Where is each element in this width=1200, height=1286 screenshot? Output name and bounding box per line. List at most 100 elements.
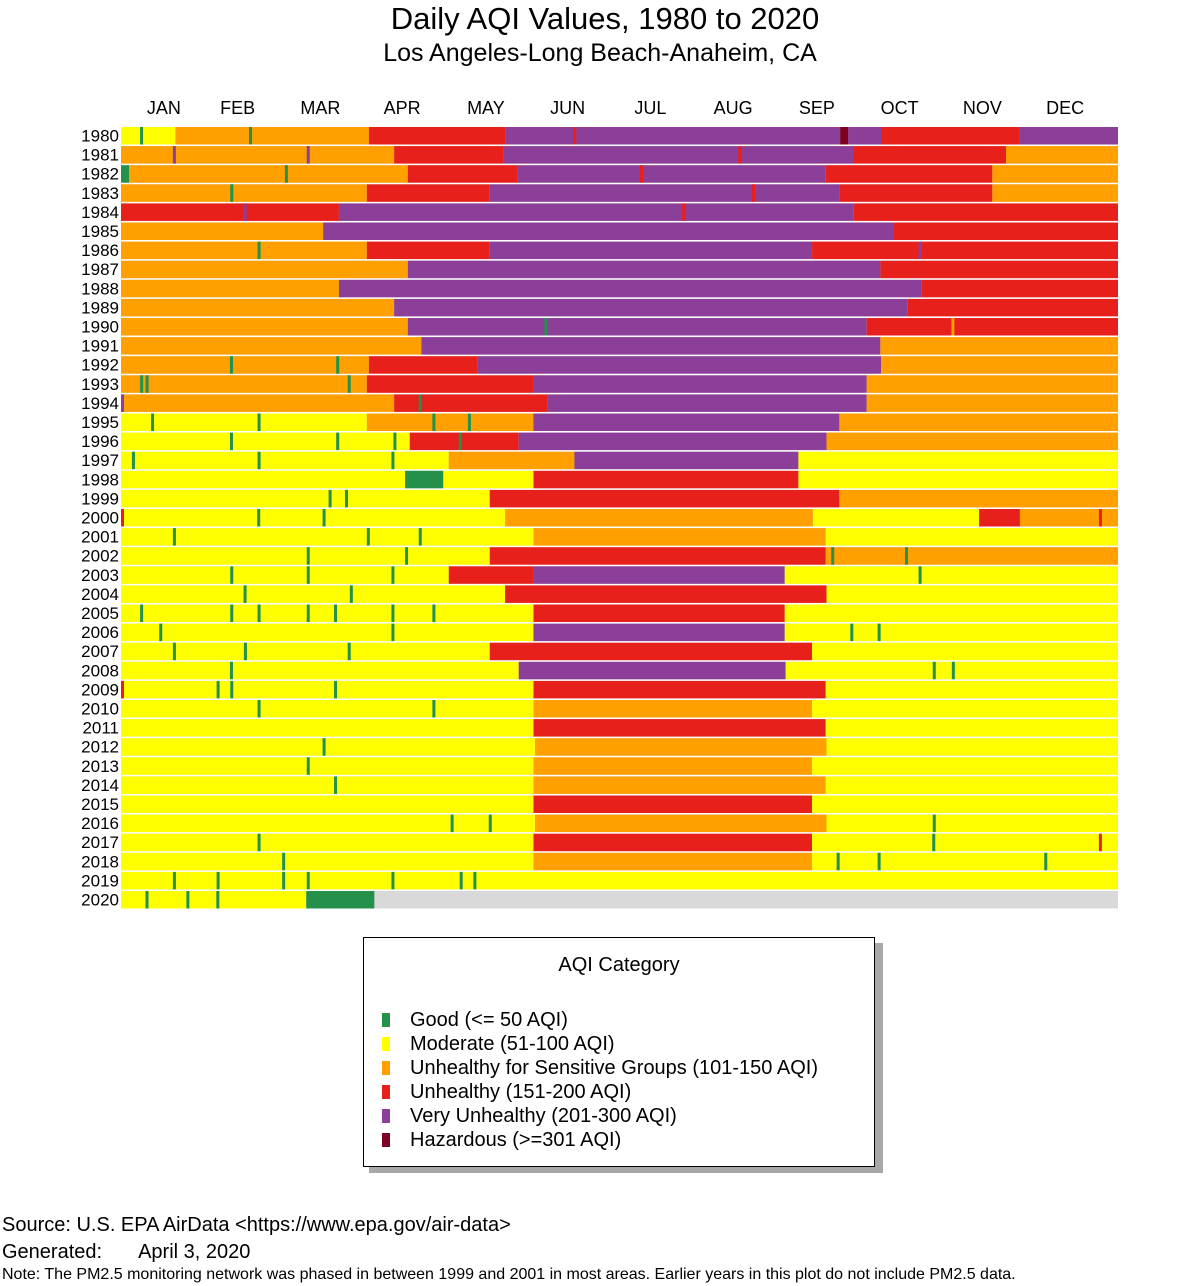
aqi-segment-2010-0 (121, 700, 534, 718)
aqi-segment-1994-1 (394, 394, 548, 412)
year-label-2019: 2019 (81, 871, 119, 890)
aqi-day-1995-1 (257, 413, 261, 431)
aqi-segment-1997-3 (798, 451, 1118, 470)
aqi-day-1993-2 (347, 375, 351, 393)
aqi-segment-2020-0 (121, 891, 307, 909)
aqi-day-1986-0 (257, 241, 261, 260)
aqi-segment-2009-1 (533, 680, 826, 699)
month-label-mar: MAR (300, 98, 340, 118)
year-label-2015: 2015 (81, 795, 119, 814)
aqi-day-2006-3 (877, 623, 881, 642)
chart-title: Daily AQI Values, 1980 to 2020 (390, 1, 820, 36)
aqi-segment-1991-0 (121, 337, 422, 355)
aqi-segment-1997-2 (574, 451, 799, 470)
aqi-segment-2002-2 (825, 547, 1118, 565)
year-label-2016: 2016 (81, 814, 119, 833)
legend-swatch-very-unhealthy (382, 1109, 390, 1123)
legend-label-moderate: Moderate (51-100 AQI) (410, 1033, 615, 1055)
aqi-segment-1980-0 (121, 127, 176, 145)
aqi-day-1997-1 (257, 451, 261, 470)
year-label-2000: 2000 (81, 509, 119, 528)
aqi-segment-1980-2 (368, 127, 506, 145)
aqi-segment-2012-1 (535, 738, 827, 756)
aqi-segment-2017-2 (812, 833, 1118, 852)
aqi-segment-2015-1 (533, 795, 813, 813)
aqi-day-2019-1 (216, 871, 220, 890)
year-label-2007: 2007 (81, 642, 119, 661)
year-label-2020: 2020 (81, 891, 119, 910)
legend-item-moderate: Moderate (51-100 AQI) (382, 1032, 818, 1056)
aqi-segment-2018-2 (812, 852, 1118, 871)
year-label-1994: 1994 (81, 394, 119, 413)
aqi-segment-1995-2 (533, 413, 840, 431)
aqi-day-2017-0 (257, 833, 261, 852)
aqi-segment-2000-0 (121, 509, 506, 527)
aqi-segment-2004-2 (826, 585, 1118, 603)
aqi-day-2006-0 (159, 623, 163, 642)
source-note: Source: U.S. EPA AirData <https://www.ep… (2, 1214, 511, 1236)
aqi-day-2016-1 (488, 814, 492, 833)
aqi-day-1984-1 (682, 203, 686, 221)
aqi-segment-2001-1 (533, 528, 826, 546)
aqi-day-1996-2 (393, 432, 397, 451)
aqi-segment-2000-3 (979, 509, 1020, 527)
aqi-day-1994-0 (121, 394, 124, 412)
aqi-segment-2014-1 (533, 776, 826, 794)
legend-item-unhealthy: Unhealthy (151-200 AQI) (382, 1080, 818, 1104)
aqi-day-2019-3 (306, 871, 310, 890)
aqi-segment-1998-3 (533, 470, 799, 489)
aqi-segment-2005-0 (121, 604, 534, 622)
aqi-segment-2008-0 (121, 661, 519, 680)
aqi-segment-2003-2 (533, 566, 785, 584)
aqi-day-2018-3 (1044, 852, 1048, 871)
aqi-day-2019-2 (282, 871, 286, 890)
year-label-2009: 2009 (81, 680, 119, 699)
legend-item-usg: Unhealthy for Sensitive Groups (101-150 … (382, 1056, 818, 1080)
aqi-day-1994-1 (418, 394, 422, 412)
aqi-day-2005-6 (432, 604, 436, 622)
aqi-day-2005-1 (230, 604, 234, 622)
aqi-day-2008-2 (951, 661, 955, 680)
year-label-2005: 2005 (81, 604, 119, 623)
aqi-segment-1982-2 (407, 165, 518, 183)
aqi-segment-2007-0 (121, 642, 490, 661)
aqi-segment-2004-0 (121, 585, 506, 603)
aqi-segment-1989-1 (394, 298, 908, 317)
aqi-day-2020-2 (216, 891, 220, 909)
month-label-aug: AUG (714, 98, 753, 118)
aqi-segment-1980-3 (505, 127, 841, 145)
aqi-segment-1982-3 (517, 165, 826, 183)
aqi-day-2019-6 (473, 871, 477, 890)
aqi-segment-1992-2 (477, 356, 882, 374)
aqi-day-2010-0 (257, 700, 261, 718)
aqi-segment-1981-1 (394, 146, 504, 164)
aqi-segment-1984-2 (853, 203, 1118, 221)
aqi-segment-2006-0 (121, 623, 534, 642)
aqi-segment-2011-0 (121, 719, 534, 737)
month-label-nov: NOV (963, 98, 1002, 118)
aqi-day-1982-0 (284, 165, 288, 183)
aqi-segment-2011-2 (825, 719, 1118, 737)
aqi-day-1995-0 (151, 413, 155, 431)
aqi-day-1983-1 (751, 184, 755, 202)
legend-title: AQI Category (558, 954, 680, 976)
aqi-segment-2019-0 (121, 871, 1118, 890)
year-label-2008: 2008 (81, 661, 119, 680)
aqi-segment-2001-2 (825, 528, 1118, 546)
aqi-segment-1988-1 (338, 279, 922, 298)
aqi-segment-1992-0 (121, 356, 369, 374)
aqi-day-1992-0 (229, 356, 233, 374)
aqi-day-1995-3 (467, 413, 471, 431)
aqi-segment-2000-1 (505, 509, 813, 527)
aqi-day-2000-1 (257, 509, 261, 527)
aqi-segment-1999-2 (839, 489, 1118, 508)
aqi-segment-1996-3 (826, 432, 1118, 451)
aqi-segment-1981-3 (853, 146, 1007, 164)
aqi-segment-2008-1 (518, 661, 786, 680)
aqi-day-2016-0 (450, 814, 454, 833)
aqi-segment-1986-3 (812, 241, 1118, 260)
legend-swatch-hazardous (382, 1133, 390, 1147)
year-label-1990: 1990 (81, 318, 119, 337)
aqi-segment-2017-0 (121, 833, 534, 852)
aqi-segment-1984-0 (121, 203, 339, 221)
